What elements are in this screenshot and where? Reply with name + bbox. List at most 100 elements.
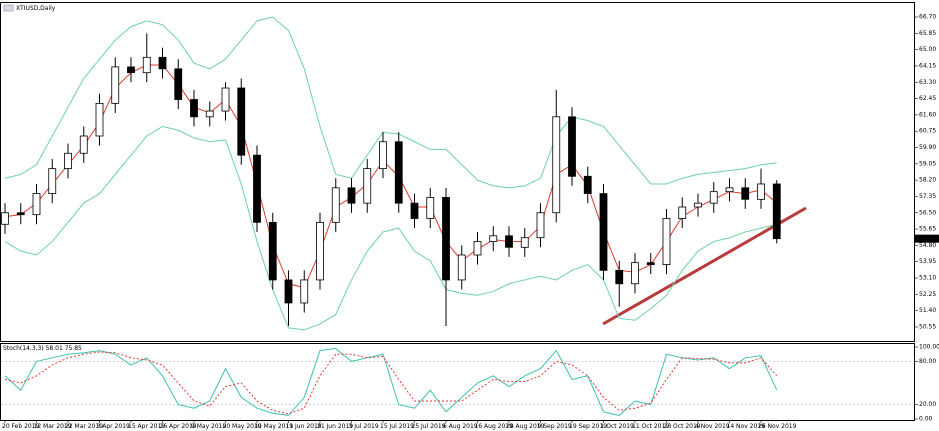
- candle-body: [615, 269, 624, 285]
- y-tick-label: 66.70: [919, 14, 936, 21]
- y-tick-label: 0.00: [919, 416, 933, 423]
- candle-body: [221, 87, 230, 112]
- y-tick-label: 20.00: [919, 401, 936, 408]
- chart-icon: [3, 4, 14, 12]
- candle-body: [568, 116, 576, 177]
- x-tick-label: 9 May 2019: [191, 423, 226, 430]
- y-tick-label: 64.15: [919, 62, 936, 69]
- candle-body: [489, 235, 498, 242]
- x-tick-label: 3 Apr 2019: [97, 423, 130, 430]
- candle-body: [520, 237, 529, 248]
- candle-body: [725, 187, 734, 193]
- y-tick-label: 62.45: [919, 95, 936, 102]
- candle-body: [64, 152, 72, 170]
- y-tick-label: 53.10: [919, 275, 936, 282]
- candle-body: [709, 191, 718, 204]
- trend-line: [602, 206, 807, 326]
- candle-body: [473, 241, 482, 256]
- candle-body: [505, 235, 513, 248]
- candle-body: [48, 168, 57, 194]
- stoch-title: Stoch(14,3,3) 58.01 75.85: [3, 345, 82, 352]
- candle-body: [300, 279, 309, 304]
- candle-body: [347, 187, 356, 204]
- candle-body: [741, 187, 750, 200]
- x-tick-label: 4 Nov 2019: [695, 423, 730, 430]
- candle-body: [79, 135, 88, 154]
- x-tick-label: 25 Jul 2019: [412, 423, 446, 430]
- candle-body: [772, 183, 781, 240]
- candle-body: [190, 99, 198, 118]
- y-tick-label: 58.20: [919, 177, 936, 184]
- x-tick-label: 20 Feb 2019: [2, 423, 40, 430]
- x-tick-label: 14 Nov 2019: [727, 423, 766, 430]
- candle-body: [583, 175, 592, 194]
- chart-title: XTIUSD,Daily: [16, 5, 56, 12]
- y-tick-label: 60.75: [919, 128, 936, 135]
- y-tick-label: 53.95: [919, 258, 936, 265]
- x-tick-label: 9 Sep 2019: [538, 423, 572, 430]
- last-price-box: [915, 234, 939, 243]
- candle-body: [662, 218, 671, 265]
- x-tick-label: 15 Apr 2019: [128, 423, 165, 430]
- main-pane-frame: [0, 2, 915, 342]
- candle-body: [142, 56, 151, 74]
- y-tick-label: 55.65: [919, 226, 936, 233]
- candle-body: [599, 193, 608, 271]
- candle-body: [552, 116, 561, 214]
- x-tick-label: 12 Mar 2019: [34, 423, 72, 430]
- x-tick-label: 22 Mar 2019: [65, 423, 103, 430]
- x-tick-label: 1 Oct 2019: [601, 423, 634, 430]
- stoch-pane-frame: [0, 343, 915, 421]
- candle-body: [284, 279, 293, 304]
- x-tick-label: 28 Aug 2019: [506, 423, 545, 430]
- candle-body: [316, 221, 324, 281]
- x-tick-label: 26 Apr 2019: [160, 423, 197, 430]
- candle-body: [253, 154, 261, 223]
- candle-body: [757, 183, 765, 200]
- candle-body: [16, 212, 25, 216]
- y-tick-label: 65.85: [919, 30, 936, 37]
- x-tick-label: 21 Jun 2019: [317, 423, 353, 430]
- stoch-line: [4, 351, 778, 415]
- y-tick-label: 59.05: [919, 160, 936, 167]
- candle-body: [127, 66, 135, 74]
- candle-body: [631, 262, 639, 285]
- x-tick-label: 6 Aug 2019: [443, 423, 478, 430]
- x-tick-label: 30 May 2019: [254, 423, 293, 430]
- y-tick-label: 61.60: [919, 111, 936, 118]
- y-tick-label: 57.35: [919, 193, 936, 200]
- candle-body: [694, 202, 702, 208]
- candle-body: [457, 254, 466, 281]
- candle-body: [442, 197, 450, 281]
- candle-body: [426, 197, 435, 219]
- candle-body: [646, 262, 655, 265]
- x-tick-label: 19 Sep 2019: [569, 423, 607, 430]
- candle-body: [237, 87, 246, 156]
- x-tick-label: 3 Jul 2019: [349, 423, 379, 430]
- candle-body: [536, 212, 545, 239]
- candle-body: [363, 168, 372, 204]
- candle-body: [205, 110, 214, 118]
- x-tick-label: 23 Oct 2019: [664, 423, 701, 430]
- x-tick-label: 16 Aug 2019: [475, 423, 514, 430]
- y-tick-label: 51.40: [919, 307, 936, 314]
- candle-body: [1, 212, 9, 225]
- x-tick-label: 11 Jun 2019: [286, 423, 322, 430]
- y-tick-label: 100.00: [919, 344, 939, 351]
- candle-body: [158, 56, 167, 70]
- candle-body: [268, 221, 277, 281]
- y-tick-label: 80.00: [919, 358, 936, 365]
- candle-body: [678, 206, 687, 219]
- indicator-line: [4, 16, 777, 189]
- y-tick-label: 54.80: [919, 242, 936, 249]
- candle-body: [410, 202, 419, 219]
- x-tick-label: 15 Jul 2019: [380, 423, 414, 430]
- y-tick-label: 59.90: [919, 144, 936, 151]
- y-tick-label: 63.30: [919, 79, 936, 86]
- y-tick-label: 65.00: [919, 46, 936, 53]
- candle-body: [379, 141, 387, 170]
- last-price-label: 55.15: [917, 235, 934, 242]
- y-tick-label: 52.25: [919, 291, 936, 298]
- candle-body: [174, 68, 183, 100]
